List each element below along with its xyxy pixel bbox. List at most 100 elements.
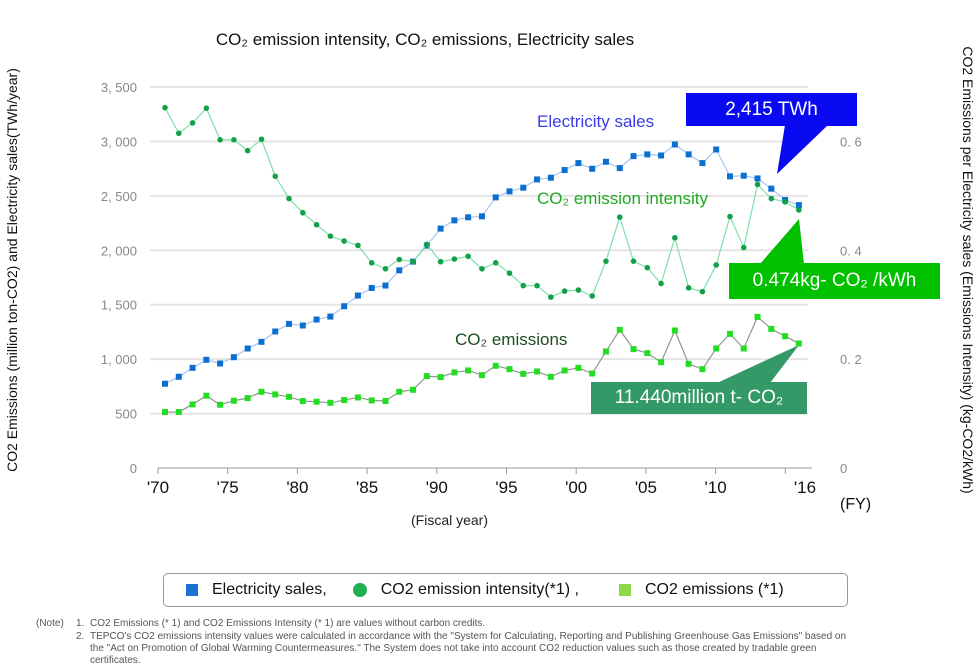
- legend-square-icon: [619, 584, 631, 596]
- data-point-electricity-sales: [189, 364, 196, 371]
- data-point-co2-intensity: [437, 258, 444, 265]
- x-tick-label: '90: [426, 478, 448, 497]
- data-point-electricity-sales: [492, 194, 499, 201]
- legend-label: CO2 emissions (*1): [645, 581, 784, 598]
- data-point-co2-intensity: [286, 195, 292, 202]
- data-point-co2-intensity: [658, 280, 664, 287]
- chart-plot: 3, 500 3, 000 2, 500 2, 000 1, 500 1, 000 500 0…: [101, 80, 862, 497]
- data-point-co2-intensity: [630, 258, 637, 264]
- data-point-electricity-sales: [437, 225, 444, 232]
- data-point-co2-emissions: [534, 368, 541, 375]
- x-tick-label: '95: [495, 478, 517, 497]
- data-point-co2-emissions: [561, 367, 568, 374]
- data-point-electricity-sales: [465, 214, 472, 221]
- data-point-electricity-sales: [272, 328, 279, 335]
- y-left-tick-label: 3, 000: [101, 134, 137, 149]
- data-point-co2-emissions: [782, 333, 789, 340]
- data-point-electricity-sales: [478, 213, 485, 220]
- data-point-co2-intensity: [534, 282, 540, 289]
- data-point-electricity-sales: [217, 360, 224, 367]
- data-point-co2-intensity: [189, 120, 196, 126]
- data-point-co2-emissions: [547, 373, 554, 380]
- y-left-tick-label: 3, 500: [101, 80, 137, 95]
- data-point-co2-intensity: [341, 238, 347, 244]
- notes-label: (Note): [36, 618, 64, 629]
- data-point-co2-intensity: [217, 136, 223, 143]
- data-point-co2-intensity: [796, 207, 802, 213]
- x-tick-label: '70: [147, 478, 169, 497]
- data-point-co2-emissions: [768, 325, 775, 332]
- chart-title: CO₂ emission intensity, CO₂ emissions, E…: [215, 30, 635, 49]
- data-point-co2-emissions: [368, 397, 375, 404]
- data-point-co2-emissions: [492, 362, 499, 369]
- data-point-co2-emissions: [506, 366, 513, 373]
- data-point-co2-intensity: [410, 258, 416, 265]
- data-point-electricity-sales: [699, 160, 706, 167]
- data-point-co2-emissions: [410, 386, 417, 393]
- data-point-co2-intensity: [768, 195, 775, 202]
- data-point-co2-emissions: [299, 398, 306, 405]
- series-label-electricity-sales: Electricity sales: [537, 112, 655, 131]
- data-point-co2-emissions: [671, 327, 678, 334]
- data-point-co2-intensity: [300, 209, 306, 216]
- data-point-electricity-sales: [534, 176, 541, 183]
- data-point-electricity-sales: [203, 356, 210, 363]
- data-point-co2-intensity: [479, 265, 485, 272]
- y-left-tick-label: 500: [115, 407, 137, 422]
- x-tick-label: '10: [705, 478, 727, 497]
- data-point-co2-intensity: [396, 256, 403, 263]
- data-point-electricity-sales: [299, 322, 306, 329]
- data-point-co2-emissions: [327, 399, 334, 406]
- callout-tail-co2-intensity: [760, 219, 804, 264]
- legend-label: CO2 emission intensity(*1) ,: [380, 581, 579, 598]
- data-point-co2-intensity: [313, 221, 320, 228]
- data-point-co2-emissions: [354, 394, 361, 401]
- data-point-co2-intensity: [616, 214, 623, 220]
- data-point-co2-emissions: [478, 372, 485, 379]
- data-point-electricity-sales: [506, 188, 513, 195]
- data-point-electricity-sales: [713, 146, 720, 153]
- data-point-electricity-sales: [616, 165, 623, 172]
- data-point-co2-emissions: [286, 393, 293, 400]
- y-right-tick-label: 0. 2: [840, 352, 862, 367]
- x-tick-label: '80: [286, 478, 308, 497]
- data-point-co2-intensity: [327, 233, 334, 239]
- data-point-co2-emissions: [726, 330, 733, 337]
- note-text: CO2 Emissions (* 1) and CO2 Emissions In…: [90, 618, 486, 629]
- legend-item-co2-emissions: CO2 emissions (*1): [619, 581, 784, 599]
- x-tick-label: '05: [635, 478, 657, 497]
- data-point-co2-intensity: [506, 270, 513, 276]
- note-text: TEPCO's CO2 emissions intensity values w…: [90, 631, 847, 666]
- data-point-co2-emissions: [244, 395, 251, 402]
- data-point-co2-emissions: [740, 345, 747, 352]
- series-label-co2-intensity: CO₂ emission intensity: [537, 189, 708, 208]
- data-point-co2-emissions: [382, 398, 389, 405]
- y-left-tick-label: 1, 000: [101, 352, 137, 367]
- data-point-co2-intensity: [740, 244, 747, 251]
- data-point-co2-emissions: [230, 397, 237, 404]
- data-point-electricity-sales: [313, 316, 320, 323]
- data-point-co2-emissions: [175, 409, 182, 416]
- data-point-co2-intensity: [272, 173, 279, 180]
- data-point-co2-emissions: [162, 409, 168, 416]
- notes: (Note) 1. CO2 Emissions (* 1) and CO2 Em…: [36, 618, 850, 667]
- data-point-co2-emissions: [520, 370, 527, 377]
- data-point-co2-intensity: [382, 265, 389, 272]
- data-point-co2-intensity: [465, 253, 471, 260]
- data-point-co2-emissions: [575, 364, 582, 371]
- data-point-electricity-sales: [768, 185, 775, 192]
- data-point-co2-emissions: [589, 370, 596, 377]
- data-point-co2-emissions: [602, 348, 609, 355]
- data-point-electricity-sales: [740, 172, 747, 179]
- data-point-co2-emissions: [272, 391, 279, 398]
- data-point-co2-emissions: [437, 374, 444, 381]
- data-point-co2-emissions: [258, 388, 265, 395]
- data-point-co2-intensity: [451, 256, 458, 262]
- x-axis-unit: (FY): [840, 496, 872, 513]
- data-point-electricity-sales: [561, 167, 568, 174]
- data-point-co2-intensity: [561, 288, 568, 294]
- data-point-co2-emissions: [217, 401, 224, 408]
- data-point-electricity-sales: [368, 284, 375, 291]
- data-point-co2-emissions: [754, 313, 761, 320]
- data-point-electricity-sales: [230, 354, 237, 361]
